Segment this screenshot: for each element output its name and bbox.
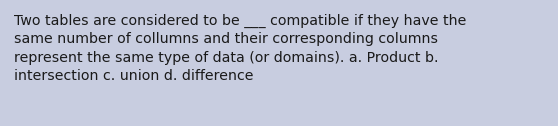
Text: represent the same type of data (or domains). a. Product b.: represent the same type of data (or doma… <box>14 51 439 65</box>
Text: Two tables are considered to be ___ compatible if they have the: Two tables are considered to be ___ comp… <box>14 14 466 28</box>
Text: intersection c. union d. difference: intersection c. union d. difference <box>14 70 253 84</box>
Text: same number of collumns and their corresponding columns: same number of collumns and their corres… <box>14 33 438 46</box>
